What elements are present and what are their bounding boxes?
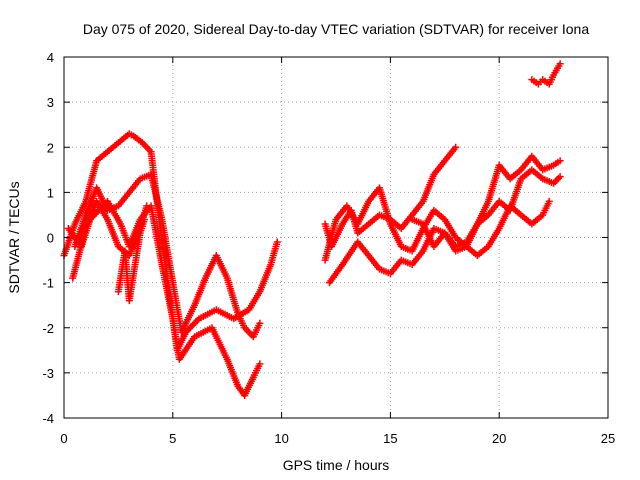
y-tick-label: 2 — [47, 140, 54, 155]
data-points — [60, 60, 564, 399]
data-point — [273, 238, 281, 246]
data-point-marker — [554, 174, 562, 182]
x-tick-label: 0 — [60, 431, 67, 446]
y-tick-label: 4 — [47, 50, 54, 65]
x-tick-label: 10 — [274, 431, 288, 446]
y-tick-label: 3 — [47, 95, 54, 110]
data-point — [556, 173, 564, 181]
data-point-marker — [190, 320, 198, 328]
series-track-5 — [114, 215, 149, 305]
y-tick-label: -4 — [42, 411, 54, 426]
series-track-2 — [71, 170, 264, 341]
x-tick-label: 20 — [492, 431, 506, 446]
data-point — [452, 143, 460, 151]
series-track-10 — [528, 60, 564, 88]
data-point — [556, 60, 564, 68]
data-point-marker — [188, 321, 196, 329]
y-tick-label: -3 — [42, 366, 54, 381]
series-track-3 — [64, 197, 264, 399]
data-point — [141, 215, 149, 223]
y-tick-label: 0 — [47, 231, 54, 246]
data-point-marker — [551, 178, 559, 186]
data-point — [256, 319, 264, 327]
x-axis-label: GPS time / hours — [283, 457, 390, 473]
series-track-8 — [325, 166, 564, 287]
chart-title: Day 075 of 2020, Sidereal Day-to-day VTE… — [83, 21, 590, 37]
data-point — [143, 202, 151, 210]
data-point — [256, 360, 264, 368]
data-point-marker — [192, 318, 200, 326]
y-axis-label: SDTVAR / TECUs — [6, 181, 22, 293]
data-point-marker — [187, 323, 195, 331]
data-point — [556, 157, 564, 165]
data-point — [545, 197, 553, 205]
y-tick-label: 1 — [47, 185, 54, 200]
series-track-7 — [321, 152, 564, 264]
series-track-6 — [321, 143, 460, 251]
series-track-9 — [408, 197, 553, 260]
y-tick-label: -1 — [42, 276, 54, 291]
x-tick-label: 5 — [169, 431, 176, 446]
x-tick-label: 15 — [383, 431, 397, 446]
y-tick-label: -2 — [42, 321, 54, 336]
x-tick-label: 25 — [601, 431, 615, 446]
